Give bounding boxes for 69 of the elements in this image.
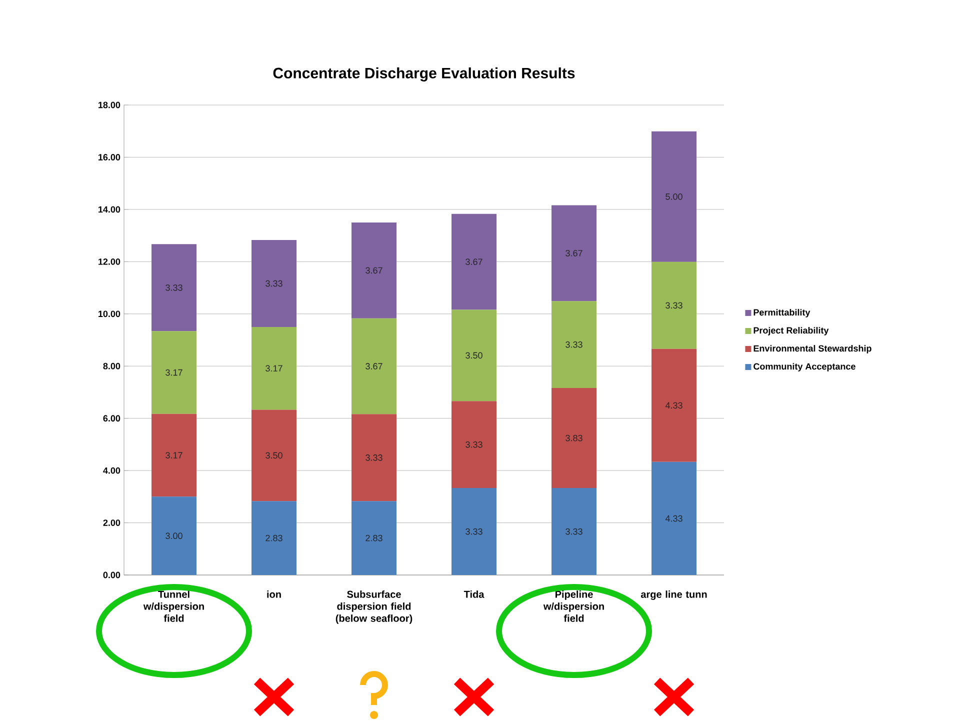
- data-label: 3.33: [266, 280, 282, 287]
- data-label: 4.33: [665, 402, 682, 409]
- data-label: 3.17: [166, 369, 182, 376]
- data-label: 3.67: [366, 267, 382, 274]
- bar: [152, 244, 197, 332]
- y-tick-label: 8.00: [103, 362, 120, 370]
- x-tick-label: Subsurface dispersion field (below seafloor): [336, 590, 412, 624]
- y-tick-label: 0.00: [103, 572, 120, 578]
- bar: [152, 414, 197, 497]
- bar: [452, 488, 497, 575]
- bar: [652, 131, 697, 262]
- y-tick-label: 16.00: [98, 154, 120, 160]
- bar: [352, 318, 397, 414]
- data-label: 2.83: [266, 534, 282, 542]
- bar: [452, 214, 497, 310]
- bar: [252, 410, 297, 502]
- data-label: 3.00: [166, 532, 182, 540]
- data-label: 2.83: [366, 534, 382, 542]
- bar: [652, 348, 697, 462]
- y-tick-label: 6.00: [103, 415, 120, 422]
- bar: [652, 262, 697, 349]
- data-label: 3.83: [566, 434, 582, 442]
- bar: [552, 205, 597, 302]
- bar: [352, 414, 397, 502]
- x-tick-label: Tida: [464, 590, 484, 598]
- data-label: 3.33: [566, 341, 582, 348]
- legend-label: Project Reliability: [754, 326, 829, 336]
- bar: [152, 331, 197, 414]
- data-label: 3.17: [166, 452, 182, 458]
- legend-label: Environmental Stewardship: [754, 344, 872, 354]
- data-label: 3.33: [366, 454, 382, 461]
- data-label: 3.67: [366, 363, 382, 370]
- y-tick-label: 2.00: [103, 520, 120, 526]
- legend-label: Permittability: [754, 308, 810, 318]
- bar: [652, 462, 697, 575]
- bar: [452, 310, 497, 402]
- x-tick-label: ion: [267, 590, 281, 598]
- bar: [352, 501, 397, 575]
- data-label: 3.33: [466, 441, 482, 448]
- chart-title: Concentrate Discharge Evaluation Results: [273, 67, 575, 82]
- x-tick-label: Pipeline w/dispersion field: [543, 590, 604, 622]
- data-label: 4.33: [665, 515, 682, 522]
- bar: [552, 388, 597, 488]
- data-label: 3.33: [666, 302, 682, 309]
- x-tick-label: Tunnel w/dispersion field: [143, 590, 204, 622]
- bar: [452, 401, 497, 488]
- data-label: 3.33: [466, 528, 482, 535]
- legend-label: Community Acceptance: [754, 363, 856, 372]
- bar: [552, 488, 597, 575]
- data-label: 3.33: [566, 528, 582, 535]
- data-label: 3.33: [166, 284, 182, 291]
- y-tick-label: 14.00: [98, 206, 120, 213]
- y-tick-label: 18.00: [98, 102, 120, 108]
- bar: [352, 222, 397, 318]
- data-label: 3.50: [266, 452, 282, 459]
- data-label: 3.17: [266, 365, 282, 372]
- bar: [552, 301, 597, 388]
- x-tick-label: arge line tunn: [640, 590, 707, 600]
- bar: [252, 501, 297, 575]
- data-label: 5.00: [666, 193, 682, 200]
- bar: [252, 326, 297, 410]
- bar: [252, 240, 297, 327]
- data-label: 3.67: [466, 258, 482, 265]
- data-label: 3.67: [566, 250, 582, 256]
- y-tick-label: 10.00: [98, 310, 120, 318]
- y-tick-label: 12.00: [98, 258, 120, 265]
- y-tick-label: 4.00: [103, 467, 120, 474]
- bar: [152, 496, 197, 575]
- data-label: 3.50: [466, 352, 482, 359]
